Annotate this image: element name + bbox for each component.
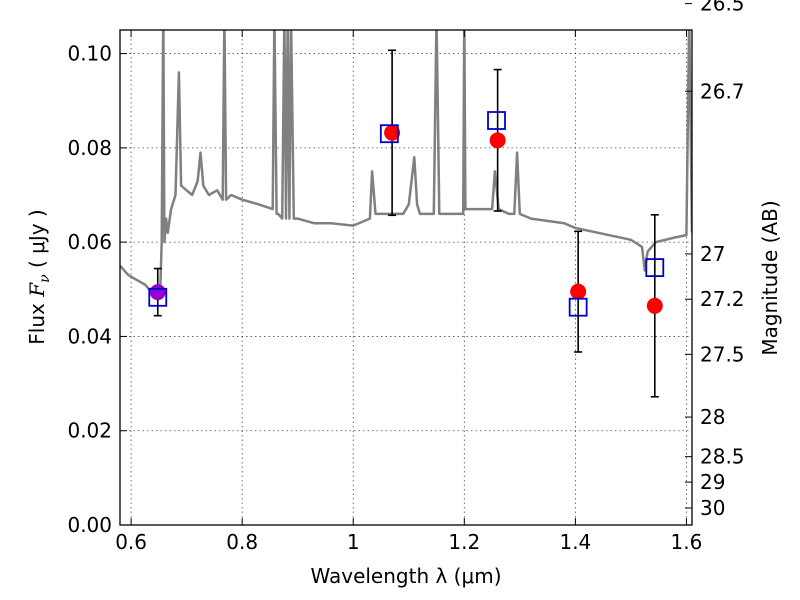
y-axis-label-symbol: F [25,282,49,298]
magnitude-tick-label: 29 [700,470,725,494]
model-point-square [645,258,665,278]
y-tick-label: 0.04 [67,324,112,348]
magnitude-tick-label: 27.5 [700,342,745,366]
plot-frame [119,29,693,526]
data-point-circle [646,297,663,314]
x-tick-label: 1.4 [559,530,591,554]
model-point-square [568,297,588,317]
y-axis-label-suffix: ( μJy ) [25,209,49,274]
model-spectrum-layer [120,30,692,300]
model-point-square [487,111,506,130]
x-tick-label: 0.8 [226,530,258,554]
data-point-circle [149,284,166,301]
model-point-square [379,124,399,144]
y-tick-label: 0.02 [67,419,112,443]
magnitude-tick-label: 26.7 [700,79,745,103]
plot-background [120,30,692,525]
model-spectrum-line [120,30,692,300]
y-tick-label: 0.10 [67,42,112,66]
magnitude-tick-label: 30 [700,496,725,520]
x-tick-label: 1 [347,530,360,554]
magnitude-tick-label: 27.2 [700,287,745,311]
y-tick-label: 0.06 [67,230,112,254]
data-point-circle [489,132,506,149]
magnitude-tick-label: 26.5 [700,0,745,16]
magnitude-tick-label: 28.5 [700,445,745,469]
y-tick-label: 0.00 [67,513,112,537]
x-tick-label: 1.2 [448,530,480,554]
x-axis-label: Wavelength λ (μm) [310,564,501,588]
y-axis-ticks: 0.00 0.02 0.04 0.06 0.08 0.10 [67,42,127,537]
y-axis-label-prefix: Flux [25,297,49,345]
magnitude-tick-label: 27 [700,242,725,266]
y-axis-label-subscript: ν [37,274,53,283]
y-axis-label: Flux Fν ( μJy ) [25,209,53,344]
y-tick-label: 0.08 [67,136,112,160]
x-tick-label: 0.6 [115,530,147,554]
magnitude-tick-label: 28 [700,405,725,429]
data-point-circle [570,283,587,300]
x-axis-ticks: 0.6 0.8 1 1.2 1.4 1.6 [115,30,702,554]
magnitude-axis-label: Magnitude (AB) [758,200,782,355]
x-tick-label: 1.6 [671,530,703,554]
marker-layer [148,111,665,317]
model-point-square [148,287,168,307]
